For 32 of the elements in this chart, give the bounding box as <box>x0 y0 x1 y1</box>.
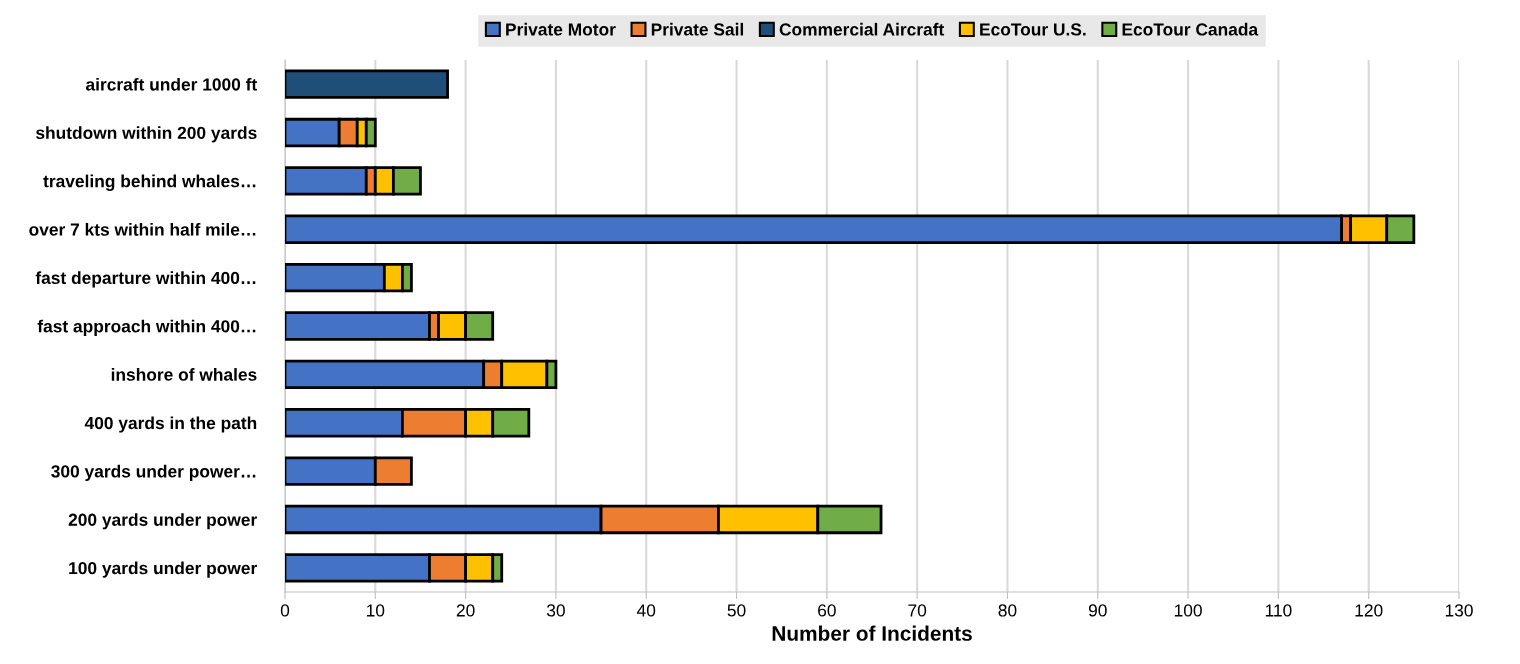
x-tick-label: 10 <box>366 604 385 617</box>
y-tick-label: inshore of whales <box>111 368 257 381</box>
x-tick-label: 60 <box>818 604 836 617</box>
x-tick-label: 130 <box>1445 604 1473 617</box>
y-tick-label: 200 yards under power <box>68 513 257 530</box>
x-tick-label: 30 <box>546 604 565 617</box>
x-tick-label: 100 <box>1174 604 1202 617</box>
y-tick-label: 100 yards under power <box>69 561 257 578</box>
x-tick-label: 50 <box>727 604 746 617</box>
legend-label: Commercial Aircraft <box>779 22 945 36</box>
x-tick-label: 20 <box>456 604 475 617</box>
x-tick-label: 90 <box>1088 604 1107 617</box>
y-tick-label: fast departure within 400… <box>35 271 256 288</box>
y-tick-label: fast approach within 400… <box>37 319 256 336</box>
x-tick-label: 110 <box>1265 604 1292 617</box>
bar <box>285 69 449 99</box>
y-tick-label: aircraft under 1000 ft <box>86 77 258 91</box>
x-axis-title: Number of Incidents <box>772 625 972 641</box>
legend-label: Private Motor <box>506 22 616 36</box>
legend-label: EcoTour Canada <box>1122 22 1259 36</box>
x-tick-label: 70 <box>908 604 927 617</box>
legend-label: EcoTour U.S. <box>980 23 1086 36</box>
x-tick-label: 40 <box>636 604 656 617</box>
legend-label: Private Sail <box>651 22 744 36</box>
y-tick-label: 300 yards under power… <box>51 464 256 481</box>
x-tick-label: 120 <box>1355 604 1383 617</box>
y-tick-label: over 7 kts within half mile… <box>29 222 256 236</box>
y-tick-label: shutdown within 200 yards <box>35 126 257 143</box>
y-tick-label: 400 yards in the path <box>84 416 257 433</box>
x-tick-label: 0 <box>280 604 290 617</box>
y-tick-label: traveling behind whales… <box>43 174 256 191</box>
x-tick-label: 80 <box>998 604 1017 617</box>
